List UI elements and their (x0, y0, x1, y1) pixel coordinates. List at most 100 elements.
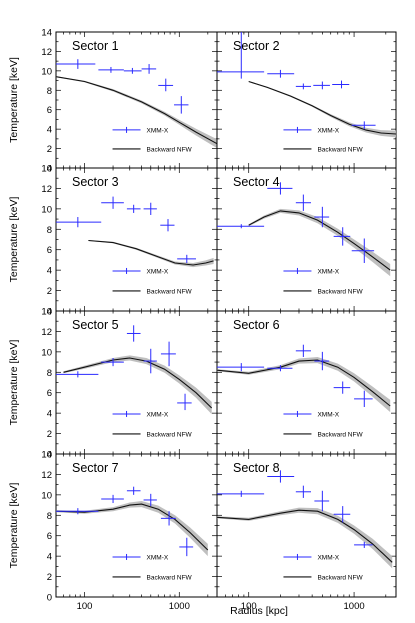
panel-sector-4: Sector 4 XMM-X Backward NFW (216, 167, 397, 312)
x-tick-label: 1000 (169, 601, 190, 612)
legend-xmm-label: XMM-X (147, 127, 169, 134)
xmm-data-point (333, 381, 351, 394)
xmm-data-point (126, 486, 141, 495)
panel-sector-3: 0 2 4 6 8 10 12 14 Temperature [keV] Sector 3 XMM-… (8, 164, 218, 318)
y-tick-label: 12 (41, 470, 52, 481)
y-tick-label: 10 (41, 204, 52, 215)
plot-area (56, 325, 213, 415)
panel-sector-8: 100 1000 Sector 8 XMM-X Backward NFW (216, 453, 397, 612)
y-tick-label: 4 (47, 125, 52, 136)
panel-sector-2: Sector 2 XMM-X Backward NFW (216, 31, 397, 169)
panel-frame (216, 31, 397, 169)
xmm-data-point (351, 121, 376, 130)
y-tick-label: 4 (47, 409, 52, 420)
xmm-data-point (158, 78, 174, 92)
y-tick-label: 10 (41, 347, 52, 358)
xmm-data-point (126, 204, 141, 213)
x-tick-label: 100 (241, 601, 257, 612)
x-axis-label: Radius [kpc] (230, 605, 288, 617)
xmm-data-point (143, 493, 157, 507)
panel-frame (55, 453, 218, 598)
xmm-data-point (160, 341, 176, 367)
y-tick-label: 4 (47, 266, 52, 277)
panel-title: Sector 6 (233, 318, 280, 332)
y-tick-label: 10 (41, 490, 52, 501)
y-tick-label: 6 (47, 245, 52, 256)
plot-area (56, 196, 214, 268)
panel-title: Sector 5 (72, 318, 119, 332)
model-curve (217, 359, 391, 407)
legend-xmm-label: XMM-X (147, 411, 169, 418)
xmm-data-point (177, 254, 196, 263)
xmm-data-point (160, 219, 175, 232)
panel-frame (55, 167, 218, 312)
panel-title: Sector 4 (233, 175, 280, 189)
plot-area (217, 182, 391, 277)
y-tick-label: 0 (47, 450, 52, 461)
xmm-data-point (354, 390, 373, 408)
xmm-data-point (267, 365, 293, 372)
y-tick-label: 6 (47, 105, 52, 116)
legend-model-label: Backward NFW (147, 574, 193, 581)
y-tick-label: 2 (47, 429, 52, 440)
y-tick-label: 14 (41, 450, 52, 461)
xmm-data-point (179, 537, 194, 557)
xmm-data-point (217, 32, 265, 79)
xmm-data-point (295, 194, 311, 211)
xmm-data-point (267, 470, 295, 483)
y-axis-label: Temperature [keV] (8, 483, 20, 569)
xmm-data-point (217, 490, 265, 497)
panel-sector-6: Sector 6 XMM-X Backward NFW (216, 310, 397, 455)
xmm-data-point (351, 238, 375, 263)
xmm-data-point (123, 67, 142, 74)
legend-xmm-label: XMM-X (317, 411, 339, 418)
xmm-data-point (332, 80, 350, 89)
model-uncertainty-band (56, 501, 208, 557)
panel-frame (55, 310, 218, 455)
y-tick-label: 12 (41, 327, 52, 338)
x-tick-label: 100 (77, 601, 93, 612)
legend-model-label: Backward NFW (147, 146, 193, 153)
xmm-data-point (177, 393, 192, 411)
legend-xmm-label: XMM-X (317, 554, 339, 561)
panel-sector-7: 0 2 4 6 8 10 12 14 Temperature [keV] 100 1000 Secto… (8, 450, 218, 612)
plot-area (217, 470, 393, 569)
y-tick-label: 0 (47, 164, 52, 175)
xmm-data-point (98, 66, 124, 73)
xmm-data-point (295, 485, 311, 498)
xmm-data-point (314, 351, 330, 371)
xmm-data-point (56, 217, 102, 228)
y-tick-label: 0 (47, 593, 52, 604)
y-tick-label: 2 (47, 286, 52, 297)
legend-model-label: Backward NFW (147, 431, 193, 438)
panel-title: Sector 8 (233, 461, 280, 475)
y-tick-label: 0 (47, 307, 52, 318)
panel-title: Sector 3 (72, 175, 119, 189)
xmm-data-point (143, 348, 157, 374)
model-curve (248, 80, 396, 135)
legend-model-label: Backward NFW (317, 574, 363, 581)
panel-sector-1: 0 2 4 6 8 10 12 14 Temperature [keV] Sector 1 XMM-… (8, 28, 218, 175)
y-tick-label: 8 (47, 511, 52, 522)
model-uncertainty-band (63, 355, 212, 415)
model-curve (248, 210, 391, 271)
xmm-data-point (56, 371, 99, 378)
y-tick-label: 6 (47, 531, 52, 542)
xmm-data-point (217, 363, 265, 372)
xmm-data-point (333, 506, 351, 523)
legend-xmm-label: XMM-X (147, 554, 169, 561)
xmm-data-point (141, 64, 157, 74)
y-tick-label: 4 (47, 552, 52, 563)
y-tick-label: 14 (41, 307, 52, 318)
xmm-data-point (160, 511, 176, 526)
panel-title: Sector 7 (72, 461, 119, 475)
xmm-data-point (174, 96, 189, 114)
xmm-data-point (295, 344, 311, 357)
model-curve (217, 509, 393, 563)
legend-model-label: Backward NFW (147, 288, 193, 295)
y-tick-label: 14 (41, 164, 52, 175)
panels-group: 0 2 4 6 8 10 12 14 Temperature [keV] Sector 1 XMM-… (8, 28, 397, 612)
model-uncertainty-band (88, 240, 214, 268)
model-uncertainty-band (248, 208, 391, 277)
